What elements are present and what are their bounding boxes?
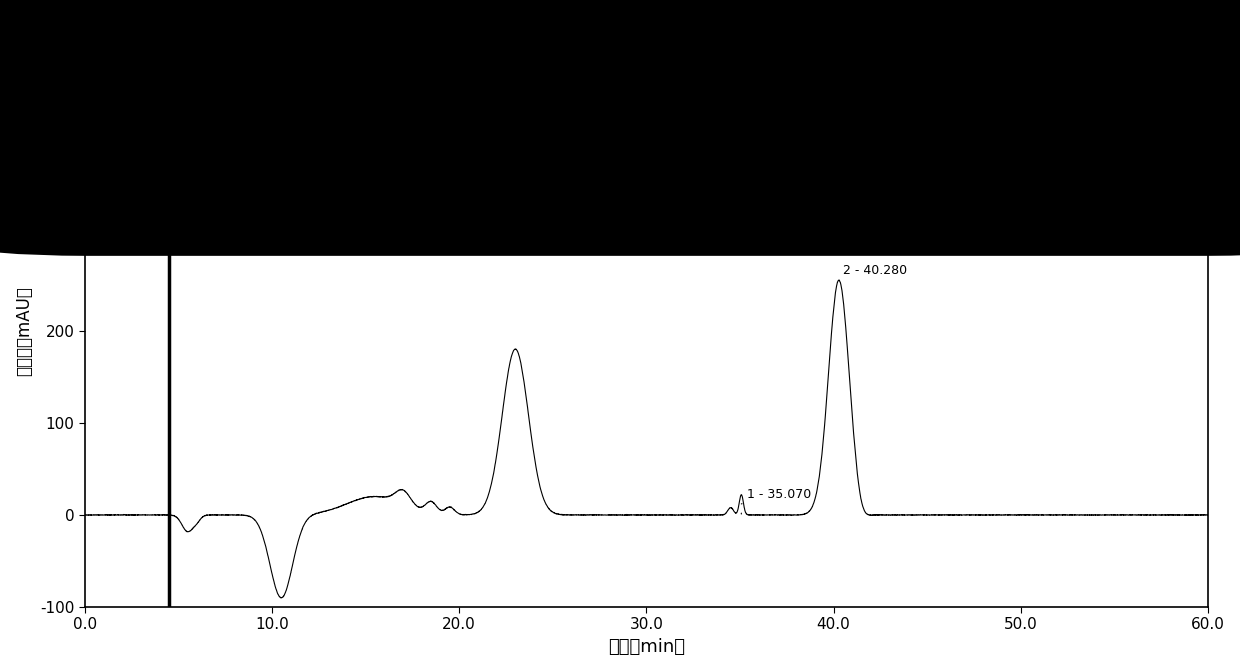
Text: UV_VIS_1 WVL:220 nm: UV_VIS_1 WVL:220 nm	[998, 30, 1141, 43]
Text: FB-7 LKKRED: FB-7 LKKRED	[579, 30, 661, 43]
Text: FB-7-ee #8 [manually integrated]: FB-7-ee #8 [manually integrated]	[99, 30, 311, 43]
X-axis label: 时间（min）: 时间（min）	[608, 638, 684, 656]
Y-axis label: 吸光度［mAU］: 吸光度［mAU］	[15, 286, 33, 376]
Text: 2 - 40.280: 2 - 40.280	[843, 264, 908, 276]
Text: 1 - 35.070: 1 - 35.070	[742, 488, 812, 504]
